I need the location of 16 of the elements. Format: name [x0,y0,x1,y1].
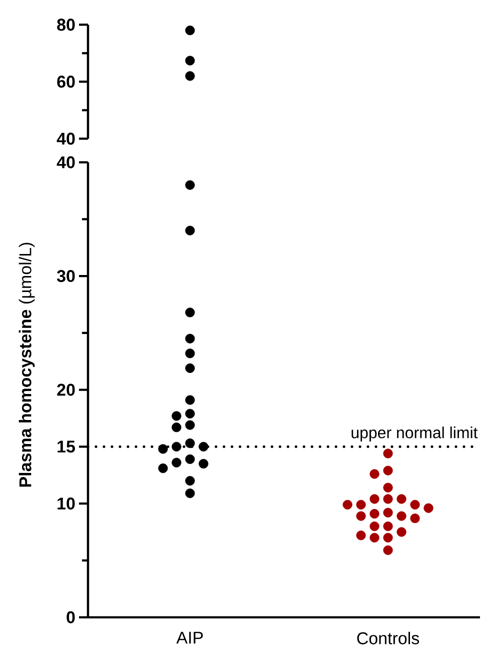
y-axis-title: Plasma homocysteine (µmol/L) [18,242,35,487]
y-tick-label: 40 [56,132,75,145]
point [185,26,195,36]
y-tick-label: 40 [56,156,75,168]
point [185,56,195,66]
ref-line-label: upper normal limit [352,426,478,442]
y-tick-label: 60 [57,76,75,88]
y-tick-label: 15 [58,440,75,453]
y-tick-label: 10 [58,498,75,510]
y-tick-label: 0 [66,611,75,624]
x-tick-label: Controls [357,632,420,644]
point [185,71,195,81]
x-tick-label: AIP [176,632,203,644]
y-tick-label: 80 [57,18,75,31]
y-tick-label: 20 [57,384,75,396]
y-tick-label: 30 [56,270,75,282]
